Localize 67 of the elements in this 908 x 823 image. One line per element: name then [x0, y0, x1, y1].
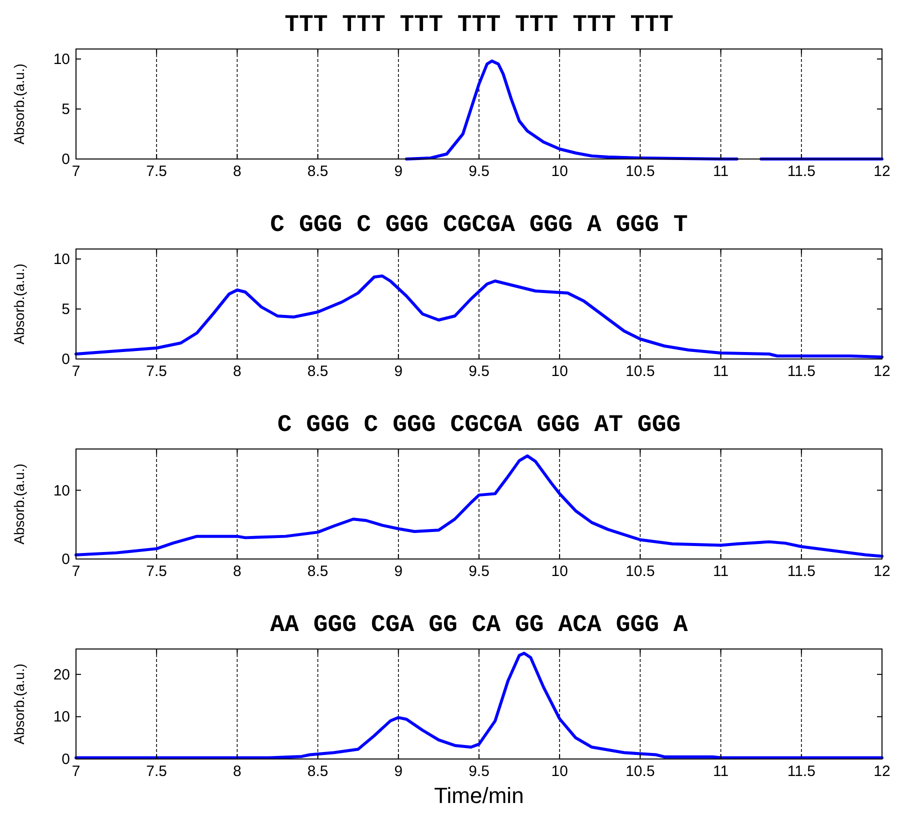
x-tick-label: 7	[72, 563, 80, 580]
x-tick-label: 9.5	[468, 563, 490, 580]
y-tick-label: 0	[62, 751, 70, 768]
line-series	[74, 652, 884, 760]
x-tick-label: 8.5	[307, 563, 328, 580]
x-tick-label: 11.5	[787, 763, 816, 780]
y-axis-title: Absorb.(a.u.)	[11, 664, 27, 744]
x-tick-label: 12	[874, 363, 890, 380]
x-tick-label: 9.5	[468, 163, 490, 180]
x-tick-label: 9	[394, 563, 403, 580]
y-tick-label: 10	[53, 482, 70, 500]
x-tick-label: 10.5	[626, 763, 655, 780]
y-axis-title: Absorb.(a.u.)	[11, 264, 27, 344]
x-tick-label: 9	[394, 163, 403, 180]
x-tick-label: 10	[551, 363, 568, 380]
x-tick-label: 8	[233, 363, 242, 380]
y-tick-label: 5	[62, 101, 70, 118]
x-tick-label: 8	[233, 763, 242, 780]
x-tick-label: 10	[551, 163, 568, 180]
x-tick-label: 11	[713, 763, 729, 780]
x-tick-label: 11	[713, 163, 729, 180]
x-tick-label: 10.5	[626, 163, 655, 180]
y-tick-label: 10	[53, 251, 70, 268]
y-tick-label: 0	[62, 351, 70, 368]
x-tick-label: 7	[72, 363, 80, 380]
y-tick-label: 0	[62, 151, 70, 168]
y-tick-label: 5	[62, 301, 70, 318]
x-tick-label: 8	[233, 563, 242, 580]
x-tick-label: 11.5	[787, 563, 816, 580]
x-tick-label: 7.5	[146, 763, 168, 780]
x-axis-title: Time/min	[434, 783, 524, 808]
x-tick-label: 10.5	[626, 363, 655, 380]
x-tick-label: 8.5	[307, 763, 328, 780]
line-series	[74, 274, 884, 358]
x-tick-label: 11	[713, 563, 729, 580]
x-tick-label: 7.5	[146, 163, 168, 180]
x-tick-label: 11.5	[787, 363, 816, 380]
y-axis-title: Absorb.(a.u.)	[11, 464, 27, 544]
x-tick-label: 7.5	[146, 363, 168, 380]
x-tick-label: 9.5	[468, 763, 490, 780]
y-tick-label: 10	[53, 51, 70, 68]
x-tick-label: 9.5	[468, 363, 490, 380]
chart-title: C GGG C GGG CGCGA GGG A GGG T	[270, 212, 688, 239]
x-tick-label: 12	[874, 763, 890, 780]
x-tick-label: 11.5	[787, 163, 816, 180]
y-tick-label: 0	[62, 551, 70, 568]
x-tick-label: 7.5	[146, 563, 168, 580]
line-series	[74, 454, 884, 558]
x-tick-label: 7	[72, 163, 80, 180]
x-tick-label: 12	[874, 563, 890, 580]
x-tick-label: 10.5	[626, 563, 655, 580]
chart-title: AA GGG CGA GG CA GG ACA GGG A	[270, 612, 688, 639]
chart-title: TTT TTT TTT TTT TTT TTT TTT	[284, 12, 674, 39]
x-tick-label: 8	[233, 163, 242, 180]
x-tick-label: 9	[394, 763, 403, 780]
x-tick-label: 9	[394, 363, 403, 380]
x-tick-label: 11	[713, 363, 729, 380]
y-tick-label: 10	[53, 708, 70, 726]
x-tick-label: 10	[551, 563, 568, 580]
x-tick-label: 12	[874, 163, 890, 180]
x-tick-label: 7	[72, 763, 80, 780]
y-tick-label: 20	[53, 666, 70, 684]
x-tick-label: 8.5	[307, 363, 328, 380]
y-axis-title: Absorb.(a.u.)	[11, 64, 27, 144]
x-tick-label: 10	[551, 763, 568, 780]
chart-title: C GGG C GGG CGCGA GGG AT GGG	[277, 412, 681, 439]
x-tick-label: 8.5	[307, 163, 328, 180]
